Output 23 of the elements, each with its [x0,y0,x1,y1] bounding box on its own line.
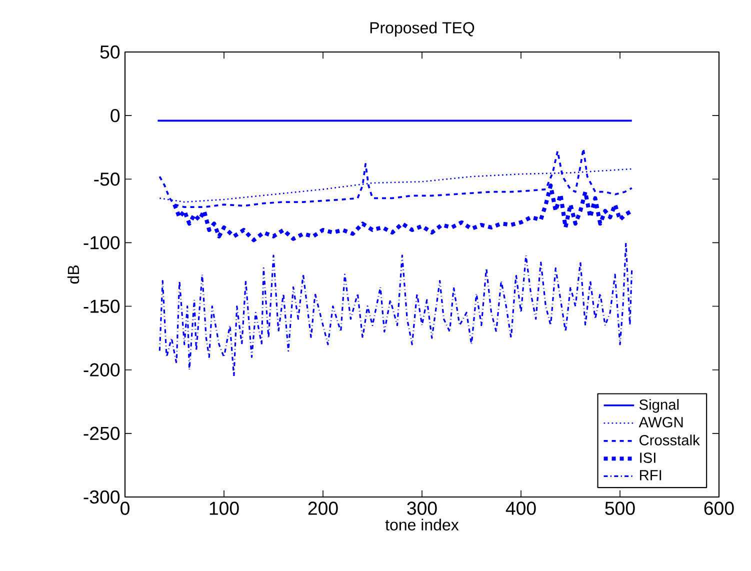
legend-label: Signal [639,399,679,413]
y-tick-label: -100 [84,236,120,250]
x-tick-label: 0 [120,502,130,515]
legend-label: Crosstalk [640,434,700,446]
x-tick-label: 500 [605,502,635,515]
y-tick-label: -50 [94,172,120,186]
x-tick-label: 600 [704,502,734,515]
y-tick-label: -250 [84,426,120,440]
y-tick-label: -150 [84,300,120,313]
y-tick-label: 50 [100,45,120,59]
y-axis-title: dB [67,266,80,284]
x-axis-title: tone index [385,518,459,530]
x-tick-label: 300 [407,502,437,515]
legend-label: RFI [640,470,662,480]
legend-label: ISI [640,452,656,463]
x-tick-label: 400 [506,502,536,515]
y-tick-label: -300 [84,490,120,504]
legend-label: AWGN [638,417,683,428]
x-tick-label: 100 [210,502,239,515]
y-tick-label: -200 [84,363,120,376]
y-tick-label: 0 [110,108,120,122]
chart-title: Proposed TEQ [370,22,474,37]
x-tick-label: 200 [308,502,338,515]
